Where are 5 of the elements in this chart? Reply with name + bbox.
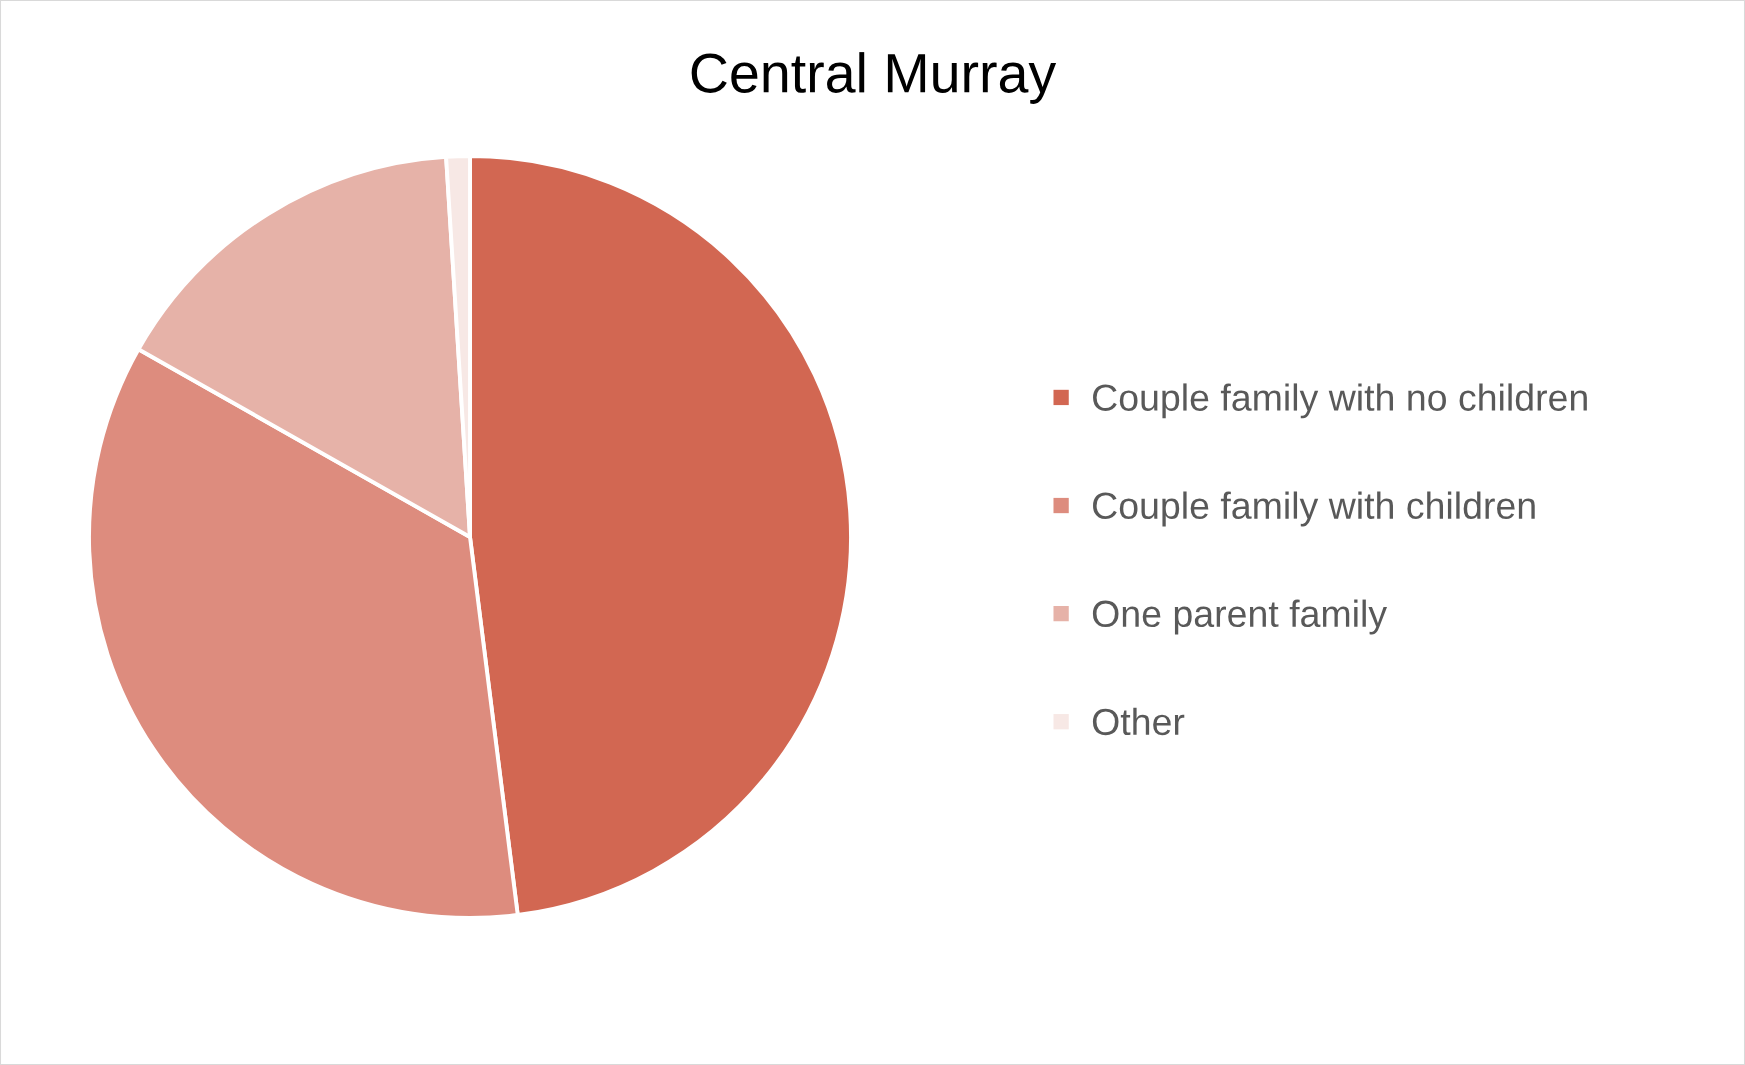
chart-title: Central Murray	[691, 52, 1057, 104]
legend-label: One parent family	[1092, 599, 1388, 635]
legend-label: Other	[1092, 707, 1185, 736]
legend-label: Couple family with children	[1093, 491, 1535, 527]
legend-label: Couple family with no children	[1093, 383, 1587, 419]
